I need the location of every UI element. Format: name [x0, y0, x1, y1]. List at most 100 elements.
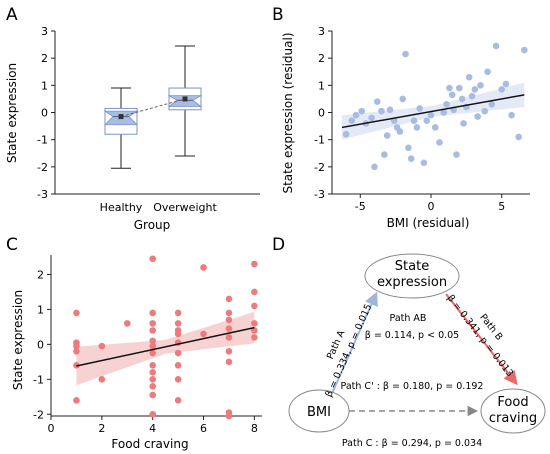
path-b-arrow: [445, 293, 518, 386]
panel-c-confidence-band: [76, 311, 255, 386]
panel-b-point: [368, 114, 375, 122]
panel-a-category-label: Healthy: [100, 201, 143, 214]
panel-b-ylabel: State expression (residual): [281, 32, 295, 193]
panel-b-xtick-label: -5: [355, 200, 366, 213]
panel-c-point: [149, 410, 156, 418]
box-mean-marker: [182, 96, 188, 102]
panel-c-point: [149, 309, 156, 317]
panel-b-point: [458, 95, 466, 103]
panel-c-point: [73, 396, 80, 404]
panel-c-point: [98, 376, 106, 383]
panel-c-xtick-label: 0: [48, 422, 55, 435]
panel-c-point: [149, 342, 156, 350]
panel-c-point: [225, 316, 233, 324]
panel-b-point: [443, 101, 450, 108]
panel-c-point: [149, 362, 156, 369]
panel-b-point: [481, 107, 489, 115]
panel-c-point: [174, 309, 182, 317]
panel-a-ytick-label: 0: [41, 107, 48, 120]
panel-b-yticks: -3 -2 -1 0 1 2 3: [314, 25, 332, 201]
panel-a-ytick-label: 1: [41, 79, 48, 92]
panel-b-ytick-label: -3: [314, 188, 325, 201]
panel-b-point: [508, 111, 515, 119]
panel-c-point: [251, 334, 258, 341]
panel-c-ytick-label: 2: [37, 268, 44, 281]
panel-c-point: [174, 362, 182, 369]
panel-b-point: [453, 151, 460, 158]
panel-b-xlabel: BMI (residual): [387, 216, 470, 230]
panel-b-xtick-label: 0: [428, 200, 435, 213]
node-state-line1: State: [395, 259, 429, 274]
panel-b-point: [373, 98, 381, 105]
panel-c-point: [251, 327, 258, 334]
panel-c-point: [174, 320, 182, 327]
panel-b-point: [492, 42, 500, 50]
panel-b-point: [413, 124, 421, 131]
panel-b-ytick-label: 3: [318, 25, 325, 38]
panel-a-ylabel: State expression: [5, 63, 19, 163]
node-bmi: BMI: [288, 389, 350, 433]
panel-b-point: [342, 130, 350, 138]
panel-b: B State expression (residual) BMI (resid…: [272, 5, 530, 230]
panel-c-point: [174, 349, 182, 357]
panel-b-point: [460, 120, 467, 127]
panel-c-ytick-label: 1: [37, 303, 44, 316]
panel-a-ytick-label: -2: [37, 161, 48, 174]
panel-b-point: [515, 133, 522, 141]
panel-c-point: [225, 412, 233, 420]
panel-b-ytick-label: -1: [314, 134, 325, 147]
panel-c-point: [149, 337, 156, 345]
panel-b-point: [465, 73, 473, 81]
panel-b-point: [402, 50, 409, 58]
panel-a-ytick-label: -3: [37, 188, 48, 201]
panel-a-ytick-label: 3: [41, 25, 48, 38]
panel-c-point: [98, 342, 106, 350]
panel-b-point: [358, 107, 366, 115]
panel-a-yticks: -3 -2 -1 0 1 2 3: [37, 25, 55, 201]
panel-b-point: [386, 106, 394, 114]
panel-c-xtick-label: 6: [200, 422, 207, 435]
path-ab-stats: β = 0.114, p < 0.05: [365, 330, 459, 341]
panel-a-category-label: Overweight: [153, 201, 217, 214]
path-c-prime-label: Path C' : β = 0.180, p = 0.192: [341, 381, 484, 392]
panel-b-point: [488, 101, 496, 108]
panel-c-point: [174, 330, 182, 338]
panel-a-ytick-label: -1: [37, 134, 48, 147]
panel-b-point: [378, 107, 385, 115]
path-a-arrow: [329, 291, 378, 399]
panel-letter-b: B: [272, 5, 284, 25]
panel-c-point: [149, 255, 156, 263]
panel-b-point: [471, 86, 479, 93]
panel-b-point: [407, 155, 415, 162]
panel-c-point: [149, 327, 156, 334]
panel-c-point: [174, 376, 182, 383]
panel-b-point: [410, 117, 418, 124]
mean-connector-line: [120, 98, 186, 118]
box-mean-marker: [118, 114, 124, 120]
panel-c-point: [73, 309, 80, 317]
panel-b-point: [420, 159, 428, 167]
panel-b-point: [399, 95, 407, 103]
panel-letter-d: D: [272, 235, 285, 255]
panel-b-point: [474, 113, 481, 120]
panel-b-point: [396, 128, 404, 135]
panel-b-point: [440, 109, 448, 116]
panel-c-point: [225, 348, 233, 355]
panel-c-point: [149, 349, 156, 357]
panel-c-ytick-label: 0: [37, 338, 44, 351]
panel-b-point: [431, 124, 439, 131]
node-food-craving: Food craving: [480, 388, 546, 434]
panel-c-point: [149, 376, 156, 383]
panel-c-point: [225, 334, 233, 341]
panel-c-point: [123, 320, 131, 327]
panel-c-ylabel: State expression: [11, 290, 25, 390]
panel-a-xticks: Healthy Overweight: [100, 201, 218, 214]
panel-b-ytick-label: -2: [314, 161, 325, 174]
panel-b-point: [498, 86, 506, 93]
panel-b-xticks: -5 0 5: [355, 194, 505, 213]
panel-c-point: [251, 260, 258, 268]
panel-a-xlabel: Group: [134, 218, 171, 232]
panel-c-xticks: 0 2 4 6 8: [48, 416, 258, 435]
panel-c-point: [149, 369, 156, 376]
